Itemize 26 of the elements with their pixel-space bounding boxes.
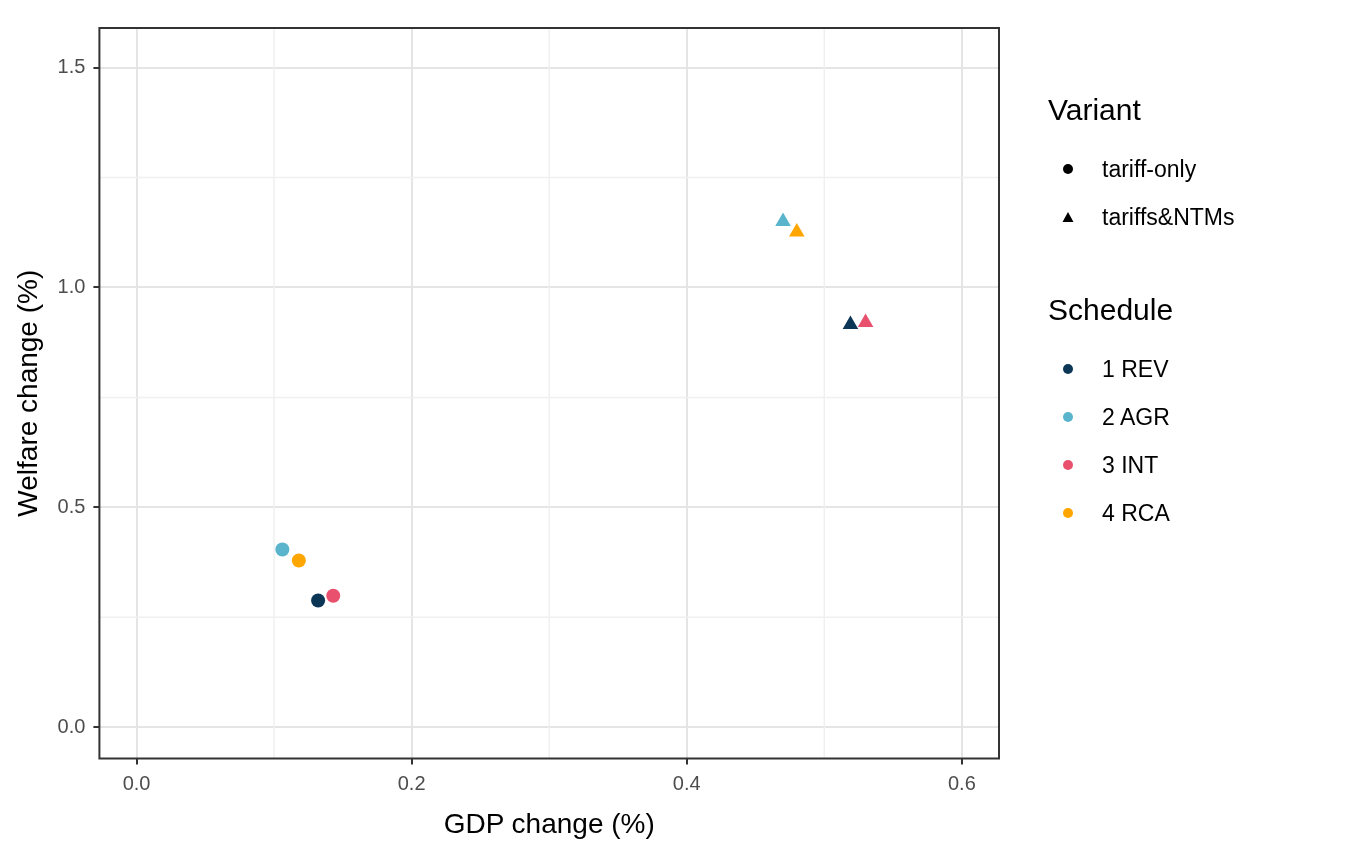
- point: [275, 542, 290, 557]
- y-axis-title: Welfare change (%): [11, 269, 43, 517]
- point: [775, 212, 791, 226]
- x-tick-label: 0.4: [672, 771, 701, 794]
- legend-label: 2 AGR: [1102, 403, 1170, 431]
- y-tick-label: 1.5: [57, 55, 86, 78]
- y-tick-label: 0.5: [57, 494, 86, 517]
- x-tick-label: 0.0: [122, 771, 151, 794]
- x-axis-title: GDP change (%): [443, 807, 655, 839]
- y-tick-label: 1.0: [57, 274, 86, 297]
- point: [291, 553, 306, 568]
- point: [842, 315, 859, 329]
- legend-label: 4 RCA: [1102, 499, 1170, 527]
- x-tick-label: 0.6: [947, 771, 976, 794]
- text: Variant: [1048, 93, 1141, 126]
- point: [326, 588, 341, 603]
- legend-label: 3 INT: [1102, 451, 1159, 479]
- legend-label: tariff-only: [1102, 155, 1197, 183]
- point: [789, 223, 805, 237]
- legend-label: 1 REV: [1102, 355, 1169, 383]
- legend-label: tariffs&NTMs: [1102, 203, 1235, 231]
- point: [857, 313, 874, 328]
- x-tick-label: 0.2: [397, 771, 426, 794]
- point: [311, 593, 326, 608]
- y-tick-label: 0.0: [57, 714, 86, 737]
- text: Schedule: [1048, 293, 1174, 326]
